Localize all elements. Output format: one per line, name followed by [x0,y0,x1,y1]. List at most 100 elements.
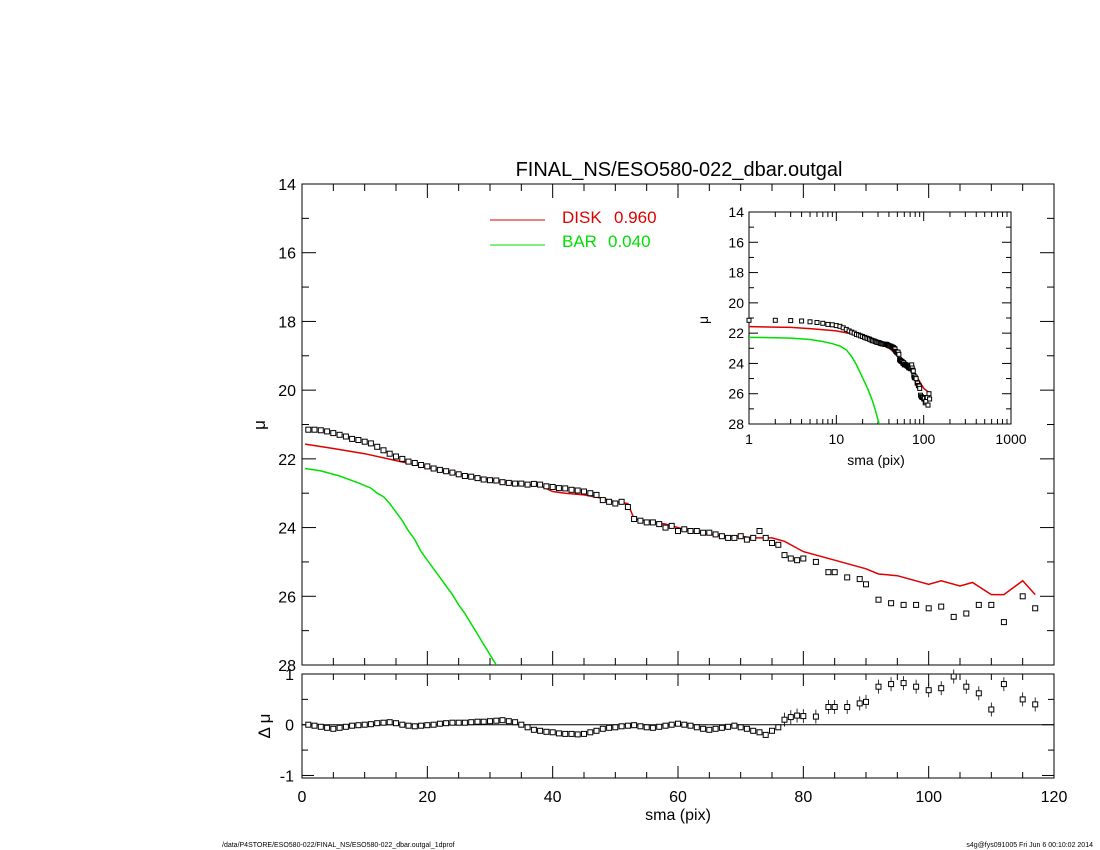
residual-point [443,720,450,727]
residual-x-tick-label: 60 [669,789,687,806]
data-point [844,574,851,581]
residual-point [493,717,500,724]
legend-bar-value: 0.040 [608,232,651,251]
data-point [900,601,907,608]
data-point [518,480,525,487]
data-point [718,533,725,540]
residual-point [436,720,443,727]
data-point [468,473,475,480]
residual-point [518,721,525,728]
data-point [418,462,425,468]
residual-point [624,722,631,729]
residual-point [311,722,318,729]
data-point [449,469,456,476]
residual-point [480,718,487,725]
inset-log-plot: 14 16 18 20 22 24 26 281 10 100 1000 μ sma (pix) [695,204,1027,468]
main-profile-plot: 14 16 18 20 22 24 26 28 μ [250,177,1055,675]
residual-point [743,725,750,732]
inset-ticks: 14 16 18 20 22 24 26 281 10 100 1000 [728,204,1026,447]
data-point [800,555,807,562]
residual-point [812,713,819,720]
inset-data-point [746,317,752,323]
bar-profile-line [304,467,497,665]
residual-point [618,723,625,730]
data-point [668,522,675,529]
data-point [443,468,450,475]
main-series [304,426,1039,665]
data-point [386,450,393,457]
residual-point [787,714,794,721]
data-point [787,555,794,562]
data-point [975,601,982,608]
data-point [938,603,945,610]
data-point [856,576,863,583]
residual-point [781,716,788,723]
inset-y-tick-label: 14 [728,204,744,220]
data-point [831,569,838,576]
data-point [361,438,368,445]
residual-y-axis-label: Δ μ [255,714,274,739]
residual-point [731,722,738,729]
data-point [543,483,550,490]
residual-point [700,725,707,732]
residual-point [950,673,957,680]
data-point [631,516,638,522]
data-point [649,519,656,526]
data-point [593,491,600,498]
residual-point [863,698,869,705]
data-point [913,601,920,608]
inset-y-tick-label: 18 [728,265,744,281]
residual-point [512,719,519,726]
inset-bar-line [749,336,880,424]
residual-point [737,724,744,731]
data-point [524,481,531,488]
residual-point [675,720,681,727]
residual-point [856,700,863,707]
main-y-tick-label: 18 [278,314,296,331]
inset-y-tick-label: 16 [728,234,744,250]
inset-data-point [917,385,923,391]
inset-x-tick-label: 1 [745,431,753,447]
data-point [487,477,493,484]
residual-point [1032,701,1039,708]
residual-point [762,731,769,738]
residual-point [888,681,895,688]
residual-point [349,722,356,729]
residual-point [543,728,550,735]
data-point [606,498,613,505]
residual-point [374,720,381,727]
inset-y-tick-label: 22 [728,325,744,341]
residual-point [656,723,663,730]
data-point [743,536,750,543]
data-point [762,534,769,541]
data-point [775,541,782,548]
data-point [355,437,362,443]
residual-point [975,690,982,697]
data-point [618,498,625,505]
inset-y-tick-label: 24 [728,355,744,371]
data-point [367,440,374,447]
inset-y-tick-label: 20 [728,295,744,311]
residual-point [988,706,995,713]
data-point [349,435,356,442]
main-ticks: 14 16 18 20 22 24 26 28 [278,177,1055,675]
data-point [624,504,631,510]
data-point [537,481,544,488]
data-point [1032,605,1039,612]
residual-point [687,722,694,729]
data-point [480,476,487,483]
inset-data-point [825,321,831,327]
residual-point [530,726,537,733]
residual-point [756,729,763,736]
residual-y-tick-label: -1 [280,768,294,785]
data-point [405,458,412,465]
residual-point [643,724,650,731]
residual-point [631,722,638,729]
residual-point [555,730,562,737]
footer-timestamp: s4g@fys091005 Fri Jun 6 00:10:02 2014 [966,842,1093,849]
inset-data-point [925,402,931,408]
data-point [863,581,869,588]
data-point [750,534,757,541]
residual-point [794,712,801,719]
